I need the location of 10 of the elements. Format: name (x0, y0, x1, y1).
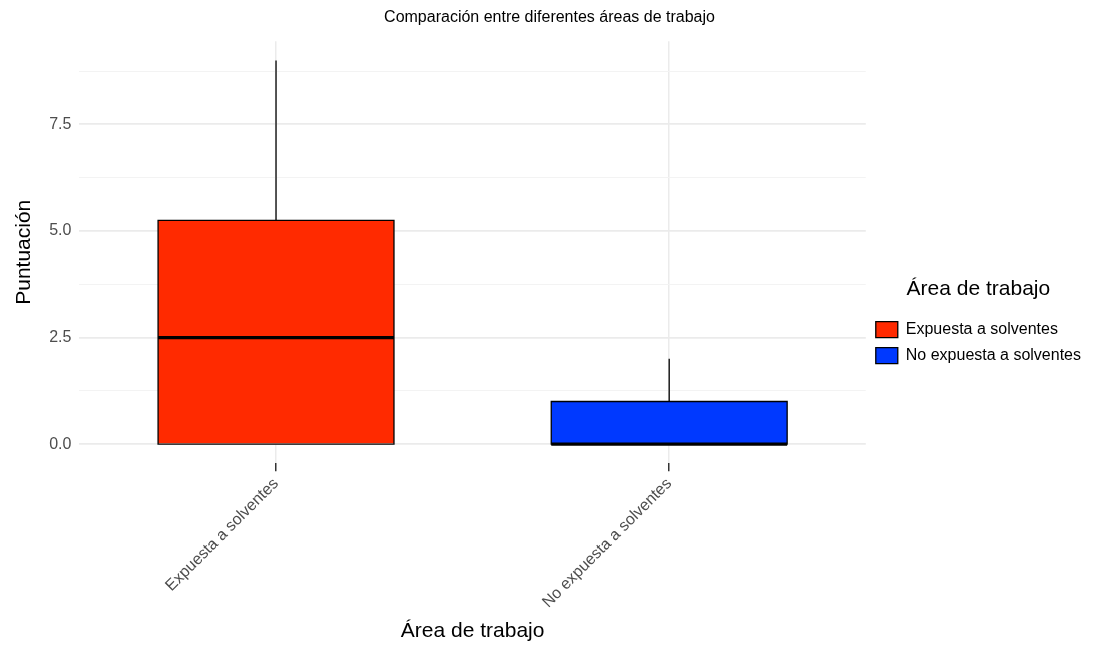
y-tick-label: 7.5 (49, 114, 72, 132)
y-tick-label: 5.0 (49, 221, 72, 239)
legend-label: No expuesta a solventes (905, 346, 1081, 364)
y-axis-title: Puntuación (11, 199, 35, 305)
x-axis-title: Área de trabajo (400, 618, 545, 642)
legend-title: Área de trabajo (906, 275, 1051, 299)
chart-title: Comparación entre diferentes áreas de trabajo (384, 8, 716, 26)
legend-label: Expuesta a solventes (905, 320, 1058, 338)
y-tick-label: 0.0 (49, 434, 72, 452)
y-tick-label: 2.5 (49, 327, 72, 345)
